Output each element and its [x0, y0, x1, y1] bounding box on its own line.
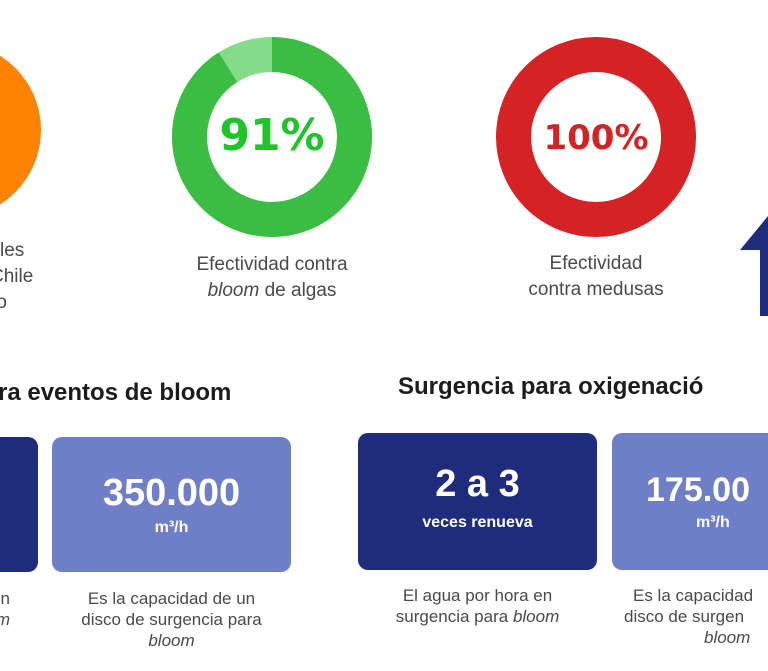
- card-unit: m³/h: [154, 519, 189, 536]
- section-title-bloom: ra eventos de bloom: [0, 379, 232, 406]
- card-value: 175.00: [646, 471, 750, 509]
- bloom-card-1-desc: n om: [0, 588, 10, 630]
- desc-line: disco de surgen: [624, 607, 745, 626]
- green-donut-arc: [172, 37, 372, 237]
- oxygenation-card-1-desc: El agua por hora en surgencia para bloom: [358, 585, 597, 627]
- caption-line: Chile: [0, 266, 34, 287]
- card-unit: m³/h: [696, 514, 730, 531]
- caption-line: contra medusas: [528, 279, 664, 300]
- desc-italic: bloom: [148, 631, 195, 650]
- desc-line: surgencia para: [395, 607, 513, 626]
- desc-italic: bloom: [704, 628, 751, 647]
- red-donut-arc: [496, 37, 696, 237]
- oxygenation-card-1: 2 a 3 veces renueva: [358, 433, 597, 570]
- caption-line: Efectividad contra: [196, 254, 348, 275]
- bloom-card-2: 350.000 m³/h: [52, 437, 291, 572]
- card-value: 2 a 3: [435, 463, 520, 505]
- bloom-card-1: [0, 437, 38, 572]
- bloom-card-2-desc: Es la capacidad de un disco de surgencia…: [52, 588, 291, 651]
- red-donut: [496, 37, 696, 237]
- card-value: 350.000: [102, 472, 241, 514]
- orange-stat-caption: les Chile ro: [0, 238, 70, 316]
- oxygenation-card-2: 175.00 m³/h: [612, 433, 768, 570]
- arrow-up-icon: [740, 216, 768, 316]
- jellyfish-effectiveness-value: 100%: [543, 118, 649, 158]
- desc-line: El agua por hora en: [402, 586, 553, 605]
- jellyfish-caption: Efectividad contra medusas: [486, 251, 706, 303]
- desc-line: disco de surgencia para: [81, 610, 262, 629]
- caption-line: ro: [0, 292, 7, 313]
- caption-line: Efectividad: [549, 253, 643, 274]
- desc-italic: om: [0, 610, 10, 629]
- caption-italic: bloom: [207, 280, 260, 301]
- desc-line: Es la capacidad: [633, 586, 754, 605]
- oxygenation-card-2-desc: Es la capacidad disco de surgen bloom: [624, 585, 768, 648]
- desc-italic: bloom: [512, 607, 560, 626]
- card-unit: veces renueva: [422, 514, 533, 531]
- desc-line: n: [0, 589, 10, 608]
- section-title-oxygenation: Surgencia para oxigenació: [398, 373, 704, 400]
- green-donut: [172, 37, 372, 237]
- algae-effectiveness-value: 91%: [219, 110, 325, 161]
- orange-circle: [0, 55, 41, 205]
- caption-line: les: [0, 240, 25, 261]
- desc-line: Es la capacidad de un: [87, 589, 256, 608]
- caption-rest: de algas: [259, 280, 337, 301]
- algae-caption: Efectividad contra bloom de algas: [162, 252, 382, 304]
